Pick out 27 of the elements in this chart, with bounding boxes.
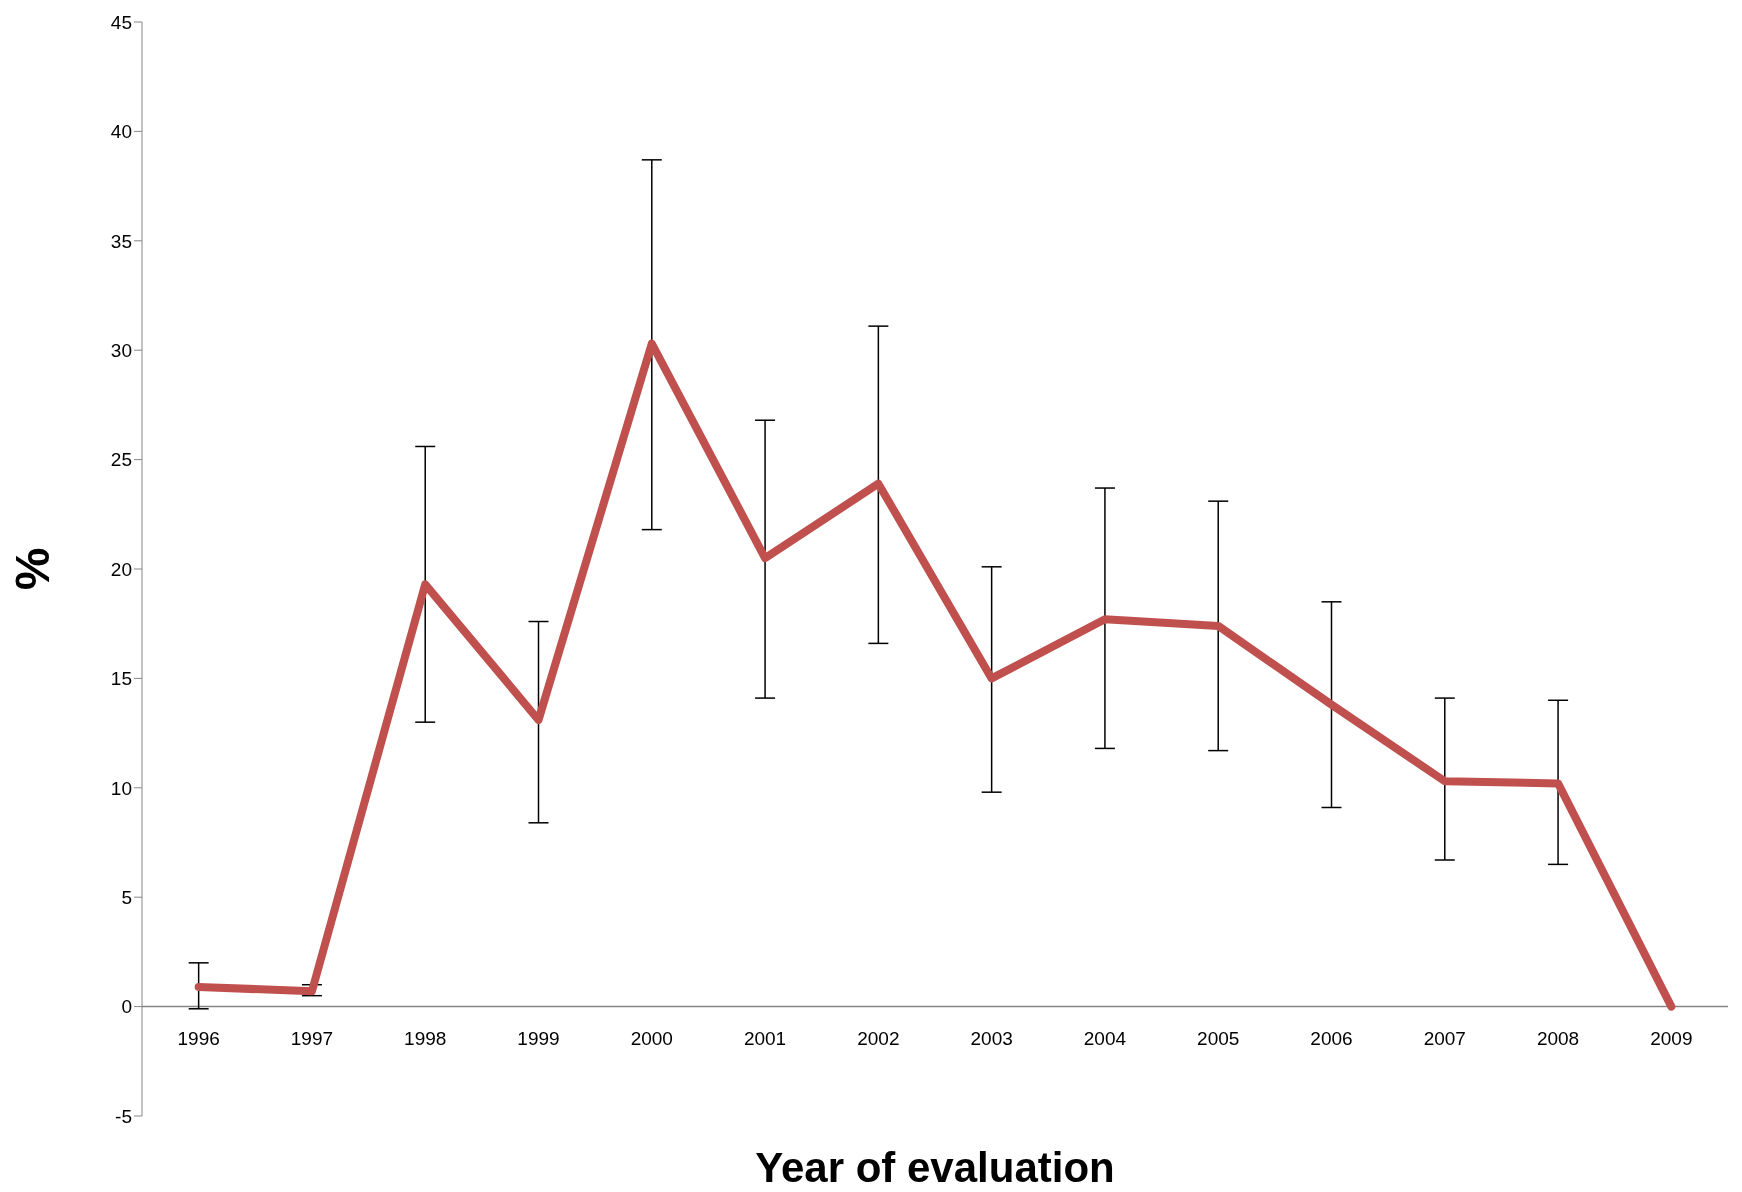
y-tick-label: 25 [110,449,132,471]
y-axis-title: % [6,547,60,591]
x-tick-label: 2005 [1197,1027,1240,1049]
x-tick-label: 2000 [630,1027,673,1049]
y-tick-label: -5 [115,1105,132,1127]
x-tick-label: 2001 [743,1027,787,1049]
x-tick-label: 2007 [1423,1027,1466,1049]
y-tick-label: 30 [110,339,132,361]
y-tick-label: 15 [110,668,132,690]
y-tick-label: 5 [121,886,132,908]
x-tick-label: 1996 [177,1027,220,1049]
x-tick-label: 2004 [1083,1027,1127,1049]
x-tick-label: 2002 [857,1027,900,1049]
x-tick-label: 1997 [290,1027,334,1049]
x-tick-label: 2008 [1536,1027,1580,1049]
x-tick-label: 1998 [404,1027,447,1049]
y-tick-label: 45 [110,11,132,33]
x-tick-label: 2006 [1310,1027,1353,1049]
x-tick-label: 2009 [1650,1027,1693,1049]
y-tick-label: 40 [110,121,132,143]
x-tick-label: 1999 [517,1027,560,1049]
y-tick-label: 10 [110,777,132,799]
x-tick-label: 2003 [970,1027,1013,1049]
x-axis-title: Year of evaluation [755,1144,1115,1191]
y-tick-label: 0 [121,996,132,1018]
y-tick-label: 20 [110,558,132,580]
y-tick-label: 35 [110,230,132,252]
